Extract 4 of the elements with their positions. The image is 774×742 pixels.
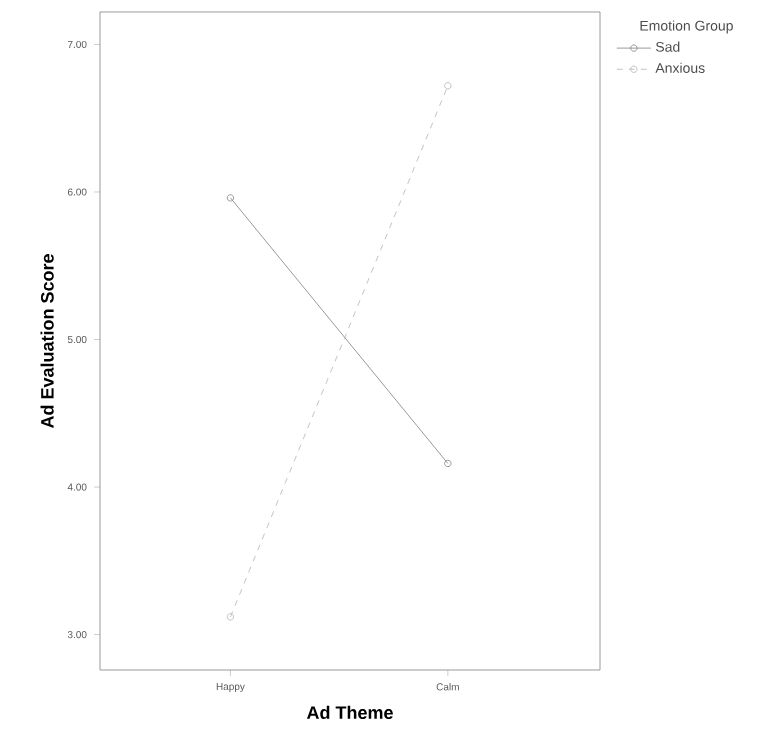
y-axis-title: Ad Evaluation Score — [40, 254, 54, 429]
x-axis-title: Ad Theme — [306, 705, 393, 719]
point — [444, 82, 452, 90]
point — [226, 613, 235, 621]
